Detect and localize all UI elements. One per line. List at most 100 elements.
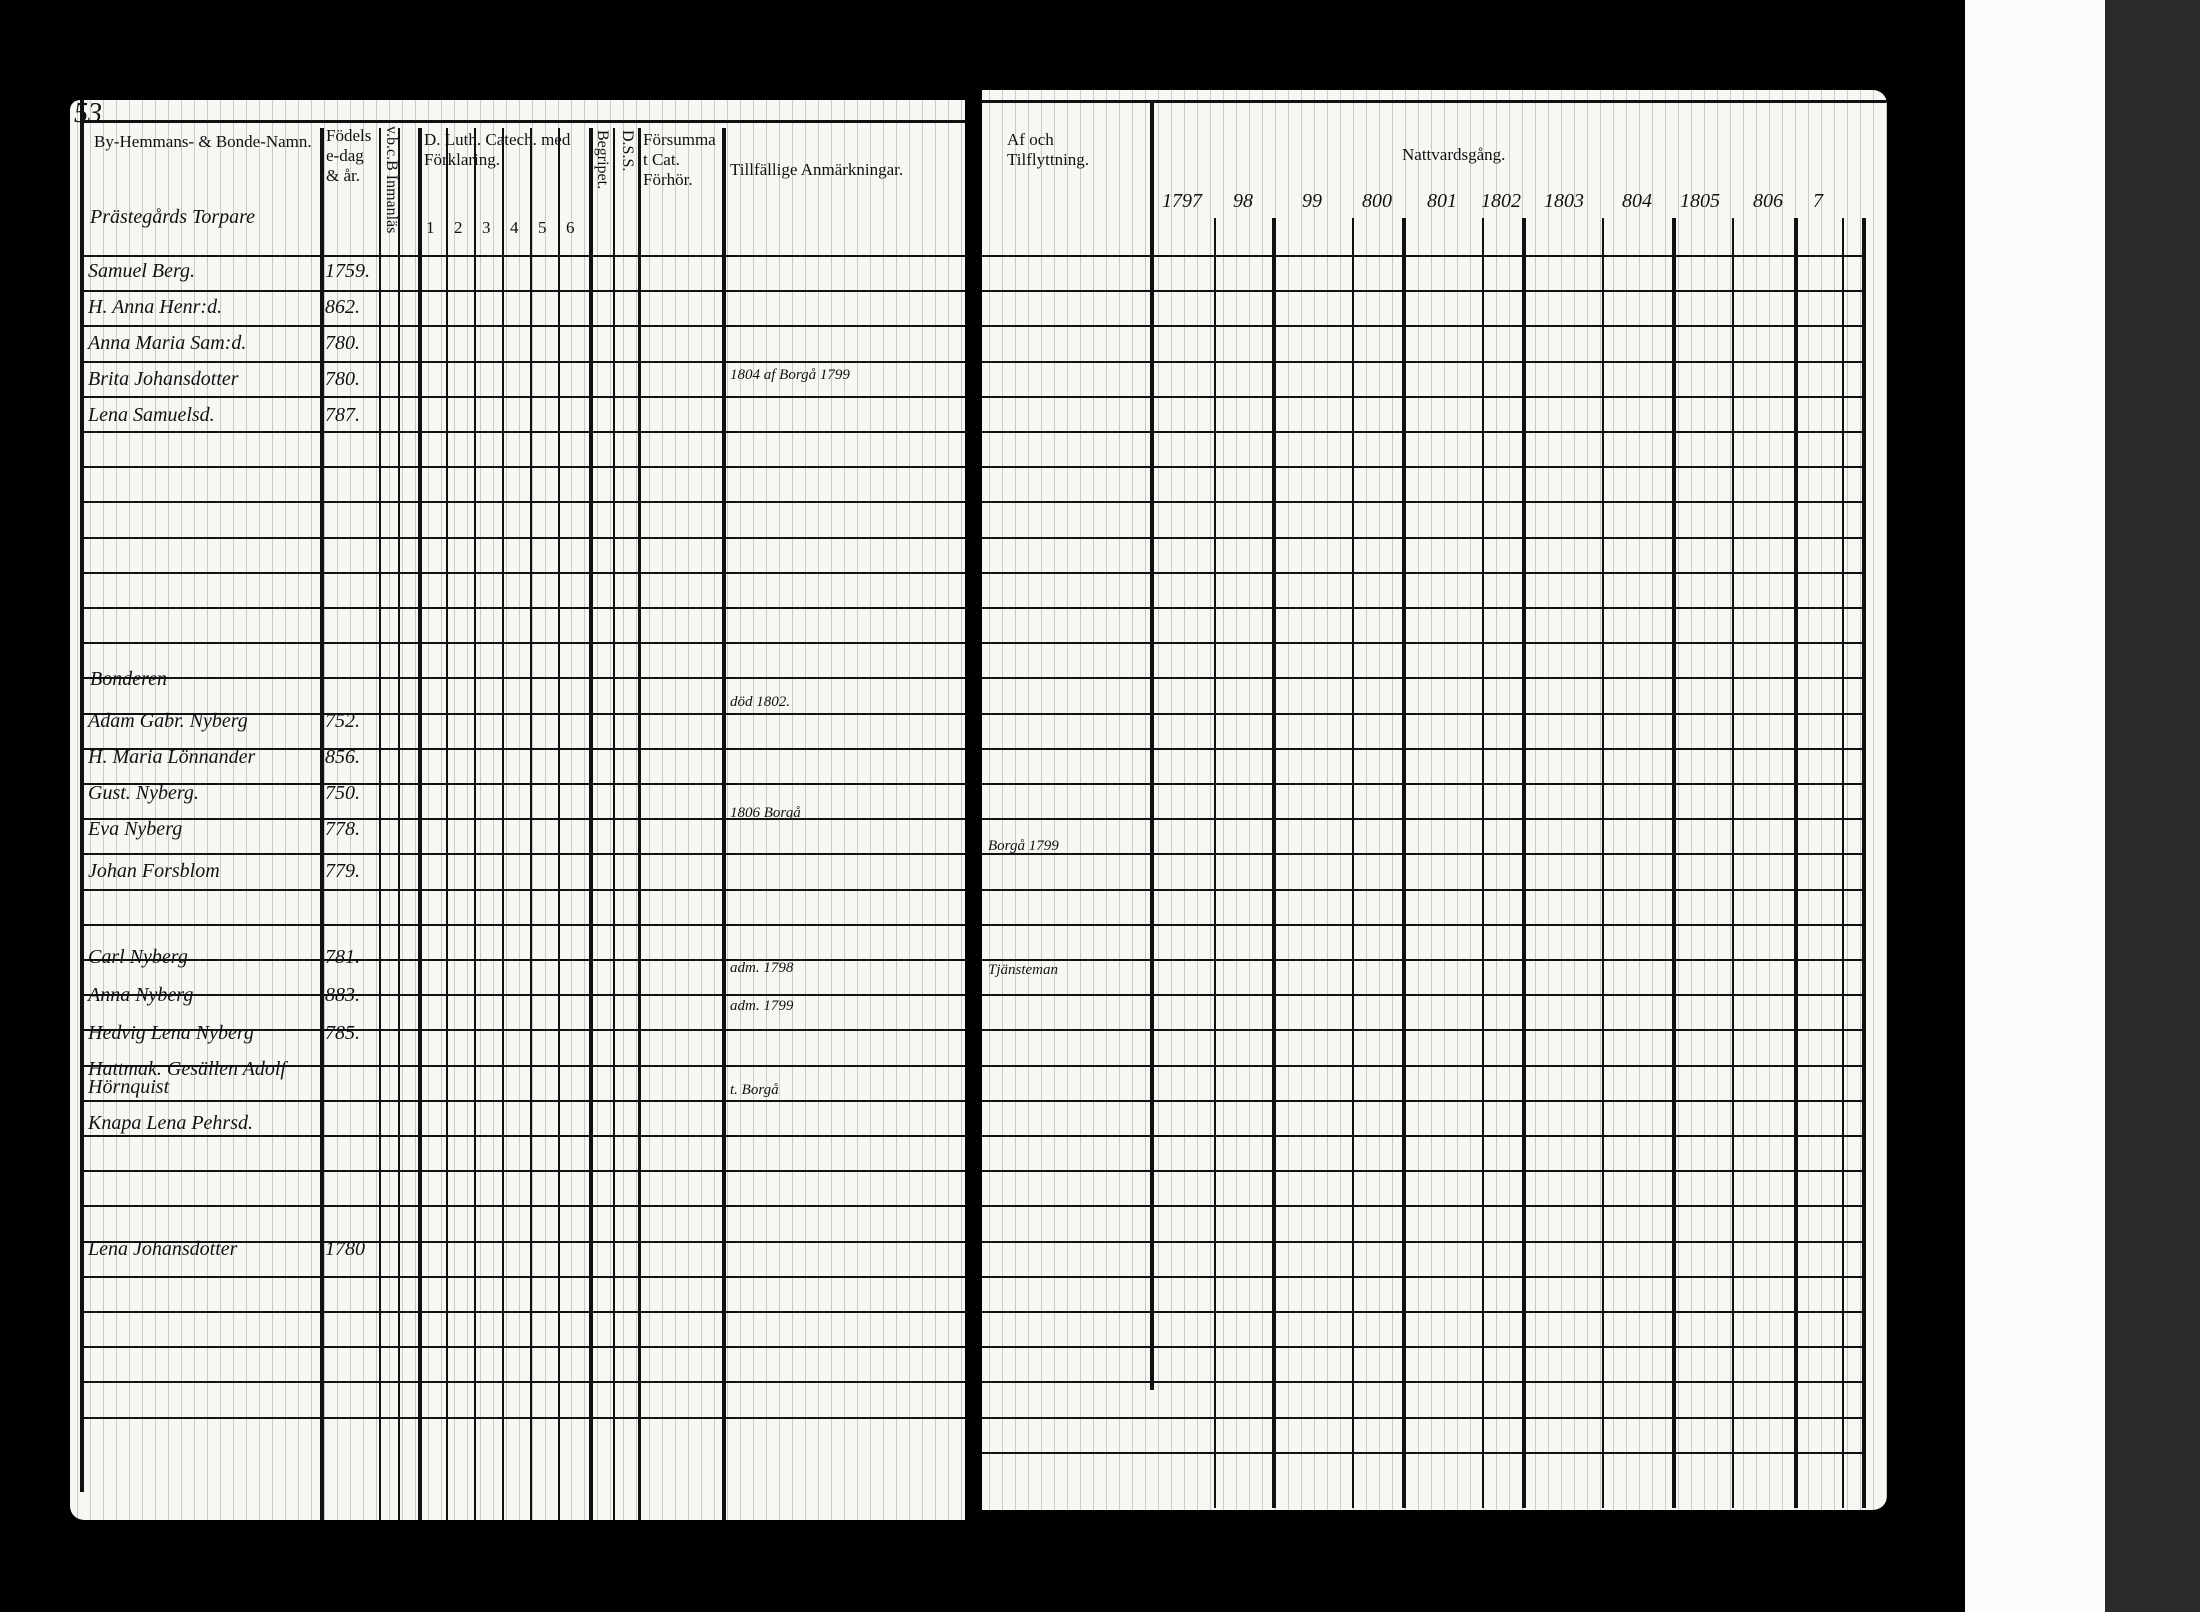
row-rule — [80, 396, 965, 398]
row-rule — [80, 642, 965, 644]
column-rule — [1482, 218, 1484, 1508]
right-page: Af och Tilflyttning. Nattvardsgång. Tjän… — [982, 90, 1887, 1510]
row-rule — [80, 361, 965, 363]
row-rule — [982, 1205, 1862, 1207]
row-rule — [80, 431, 965, 433]
row-rule — [80, 325, 965, 327]
row-rule — [80, 748, 965, 750]
paper-texture — [982, 90, 1887, 1510]
column-rule — [1794, 218, 1798, 1508]
row-rule — [982, 924, 1862, 926]
row-rule — [982, 1170, 1862, 1172]
header-vaccination: v.b.c.B Inmanläs — [383, 126, 400, 234]
entry-name: Eva Nyberg — [88, 818, 183, 840]
entry-birth-year: 862. — [325, 296, 360, 318]
row-rule — [80, 255, 965, 257]
entry-name: Lena Samuelsd. — [88, 404, 215, 426]
row-rule — [982, 466, 1862, 468]
row-rule — [982, 959, 1862, 961]
row-rule — [80, 1381, 965, 1383]
header-forsummat: Försummat Cat. Förhör. — [643, 130, 716, 189]
row-rule — [80, 818, 965, 820]
column-rule — [558, 128, 560, 1520]
row-rule — [80, 677, 965, 679]
entry-name: Anna Nyberg — [88, 984, 194, 1006]
remark: adm. 1799 — [730, 998, 794, 1014]
year-column-header: 800 — [1362, 190, 1392, 212]
row-rule — [80, 537, 965, 539]
column-rule — [1272, 218, 1276, 1508]
row-rule — [80, 1311, 965, 1313]
column-rule — [1732, 218, 1734, 1508]
row-rule — [982, 1381, 1862, 1383]
row-rule — [80, 889, 965, 891]
row-rule — [982, 748, 1862, 750]
row-rule — [982, 325, 1862, 327]
paper-texture — [70, 100, 965, 1520]
entry-birth-year: 1780 — [325, 1238, 365, 1260]
column-rule — [1352, 218, 1354, 1508]
column-rule — [320, 128, 324, 1520]
row-rule — [982, 1029, 1862, 1031]
row-rule — [80, 713, 965, 715]
row-rule — [80, 1029, 965, 1031]
column-rule — [502, 128, 504, 1520]
column-rule — [530, 128, 532, 1520]
row-rule — [982, 1346, 1862, 1348]
column-rule — [1214, 218, 1216, 1508]
row-rule — [982, 713, 1862, 715]
entry-name: Carl Nyberg — [88, 946, 188, 968]
header-communion: Nattvardsgång. — [1402, 145, 1506, 164]
entry-name: Anna Maria Sam:d. — [88, 332, 247, 354]
entry-name: Samuel Berg. — [88, 260, 196, 282]
section-label: Bonderen — [90, 668, 168, 690]
catechism-col-label: 4 — [510, 218, 519, 237]
row-rule — [80, 924, 965, 926]
header-dss: D.S.S. — [619, 130, 636, 172]
remark: 1806 Borgå — [730, 805, 801, 821]
entry-birth-year: 856. — [325, 746, 360, 768]
year-column-header: 1803 — [1544, 190, 1584, 212]
entry-name: Johan Forsblom — [88, 860, 220, 882]
scan-edge — [2105, 0, 2200, 1612]
entry-name: Hedvig Lena Nyberg — [88, 1022, 254, 1044]
row-rule — [982, 290, 1862, 292]
row-rule — [80, 853, 965, 855]
remark: adm. 1798 — [730, 960, 794, 976]
column-rule — [722, 128, 726, 1520]
row-rule — [80, 1135, 965, 1137]
row-rule — [982, 889, 1862, 891]
column-rule — [613, 128, 615, 1520]
row-rule — [982, 853, 1862, 855]
year-column-header: 1805 — [1680, 190, 1720, 212]
header-moving: Af och Tilflyttning. — [1007, 130, 1090, 169]
column-rule — [638, 128, 641, 1520]
header-rule — [982, 100, 1887, 103]
year-column-header: 1802 — [1481, 190, 1521, 212]
left-page: 53 By-Hemmans- & Bonde-Namn. Födelse-dag… — [70, 100, 965, 1520]
row-rule — [80, 501, 965, 503]
row-rule — [982, 1241, 1862, 1243]
catechism-col-label: 3 — [482, 218, 491, 237]
row-rule — [80, 466, 965, 468]
row-rule — [982, 783, 1862, 785]
row-rule — [982, 1065, 1862, 1067]
row-rule — [982, 677, 1862, 679]
row-rule — [80, 783, 965, 785]
year-column-header: 806 — [1753, 190, 1783, 212]
entry-name: H. Anna Henr:d. — [88, 296, 223, 318]
entry-birth-year: 778. — [325, 818, 360, 840]
column-rule — [1862, 218, 1866, 1508]
year-column-header: 1797 — [1162, 190, 1202, 212]
column-rule — [418, 128, 422, 1520]
moving-note: Tjänsteman — [988, 962, 1059, 978]
column-rule — [1672, 218, 1676, 1508]
row-rule — [80, 290, 965, 292]
entry-birth-year: 780. — [325, 332, 360, 354]
row-rule — [982, 1311, 1862, 1313]
row-rule — [982, 255, 1862, 257]
header-catechism: D. Luth. Catech. med Förklaring. — [424, 130, 571, 169]
entry-birth-year: 785. — [325, 1022, 360, 1044]
row-rule — [80, 607, 965, 609]
entry-name: Adam Gabr. Nyberg — [88, 710, 248, 732]
